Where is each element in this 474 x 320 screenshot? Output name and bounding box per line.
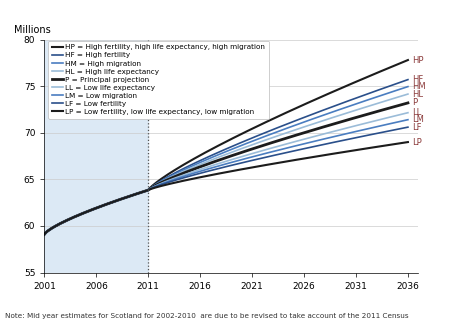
Text: Millions: Millions	[15, 25, 51, 35]
Text: Note: Mid year estimates for Scotland for 2002-2010  are due to be revised to ta: Note: Mid year estimates for Scotland fo…	[5, 313, 409, 319]
Text: LF: LF	[412, 123, 421, 132]
Text: HP: HP	[412, 56, 424, 65]
Text: HF: HF	[412, 75, 423, 84]
Legend: HP = High fertility, high life expectancy, high migration, HF = High fertility, : HP = High fertility, high life expectanc…	[48, 41, 269, 119]
Text: HM: HM	[412, 82, 426, 91]
Text: LP: LP	[412, 138, 422, 147]
Text: LL: LL	[412, 108, 421, 117]
Text: HL: HL	[412, 90, 423, 99]
Text: P: P	[412, 99, 417, 108]
Bar	[45, 40, 148, 273]
Text: LM: LM	[412, 115, 424, 124]
